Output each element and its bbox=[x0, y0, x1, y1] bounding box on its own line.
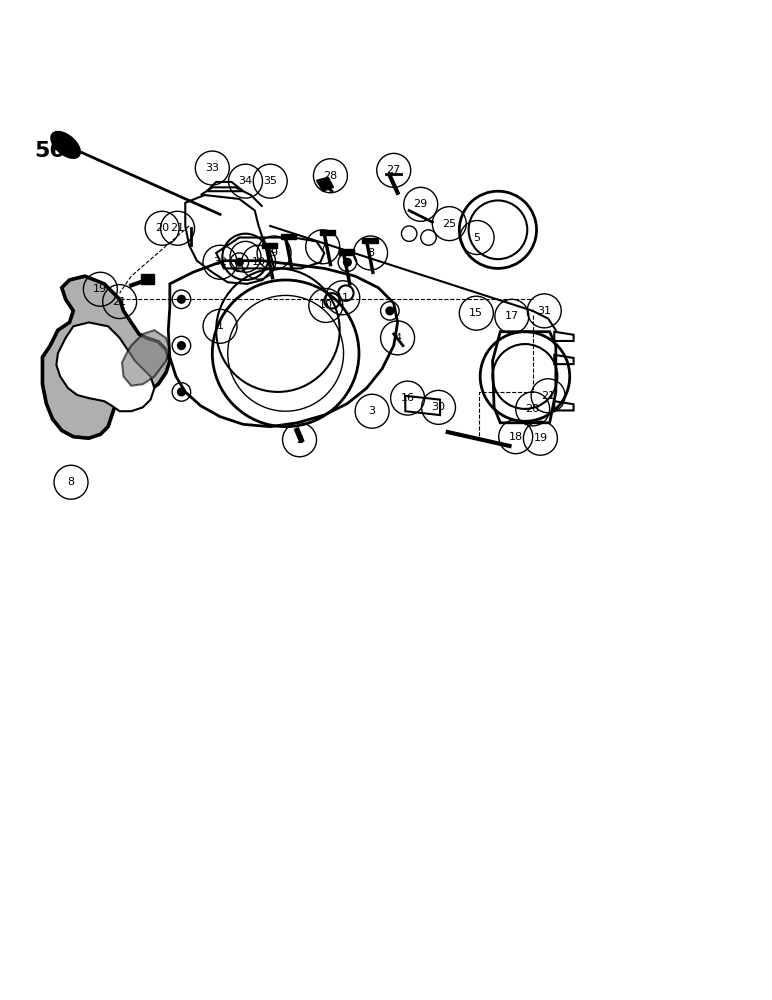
Text: 19: 19 bbox=[533, 433, 547, 443]
Text: 32: 32 bbox=[213, 257, 227, 267]
Text: 35: 35 bbox=[263, 176, 277, 186]
Text: 25: 25 bbox=[442, 219, 456, 229]
Polygon shape bbox=[339, 249, 354, 255]
Text: 18: 18 bbox=[509, 432, 523, 442]
Text: 16: 16 bbox=[401, 393, 415, 403]
Ellipse shape bbox=[51, 131, 80, 158]
Text: 20: 20 bbox=[526, 404, 540, 414]
Text: 27: 27 bbox=[387, 165, 401, 175]
Text: 8: 8 bbox=[367, 248, 374, 258]
Text: 3: 3 bbox=[368, 406, 376, 416]
Text: 56: 56 bbox=[35, 141, 66, 161]
Text: 21: 21 bbox=[113, 297, 127, 307]
Circle shape bbox=[178, 295, 185, 303]
Text: 21: 21 bbox=[541, 391, 555, 401]
Text: 31: 31 bbox=[537, 306, 551, 316]
Text: 34: 34 bbox=[239, 176, 252, 186]
Polygon shape bbox=[122, 330, 170, 386]
Text: 4: 4 bbox=[394, 333, 401, 343]
Text: 1: 1 bbox=[216, 321, 224, 331]
Text: 2: 2 bbox=[296, 435, 303, 445]
Text: 7: 7 bbox=[319, 242, 327, 252]
Polygon shape bbox=[262, 243, 277, 248]
Polygon shape bbox=[317, 177, 334, 191]
Text: 9: 9 bbox=[270, 248, 278, 258]
Text: 28: 28 bbox=[323, 171, 337, 181]
Polygon shape bbox=[281, 234, 296, 239]
Text: 11: 11 bbox=[336, 293, 350, 303]
Text: 5: 5 bbox=[473, 233, 481, 243]
Text: 10: 10 bbox=[319, 300, 333, 310]
Text: 21: 21 bbox=[171, 223, 185, 233]
Text: 8: 8 bbox=[67, 477, 75, 487]
Polygon shape bbox=[42, 276, 170, 438]
Polygon shape bbox=[320, 230, 335, 235]
Text: 30: 30 bbox=[432, 402, 445, 412]
Text: 19: 19 bbox=[93, 284, 107, 294]
Circle shape bbox=[178, 342, 185, 349]
Text: 20: 20 bbox=[155, 223, 169, 233]
Circle shape bbox=[344, 258, 351, 266]
Polygon shape bbox=[362, 238, 378, 243]
Text: 10: 10 bbox=[252, 257, 266, 267]
Text: 33: 33 bbox=[205, 163, 219, 173]
Circle shape bbox=[178, 388, 185, 396]
Text: 29: 29 bbox=[414, 199, 428, 209]
Polygon shape bbox=[141, 274, 154, 284]
Circle shape bbox=[235, 258, 243, 266]
Text: 17: 17 bbox=[505, 311, 519, 321]
Circle shape bbox=[386, 307, 394, 315]
Polygon shape bbox=[56, 322, 154, 411]
Text: 15: 15 bbox=[469, 308, 483, 318]
